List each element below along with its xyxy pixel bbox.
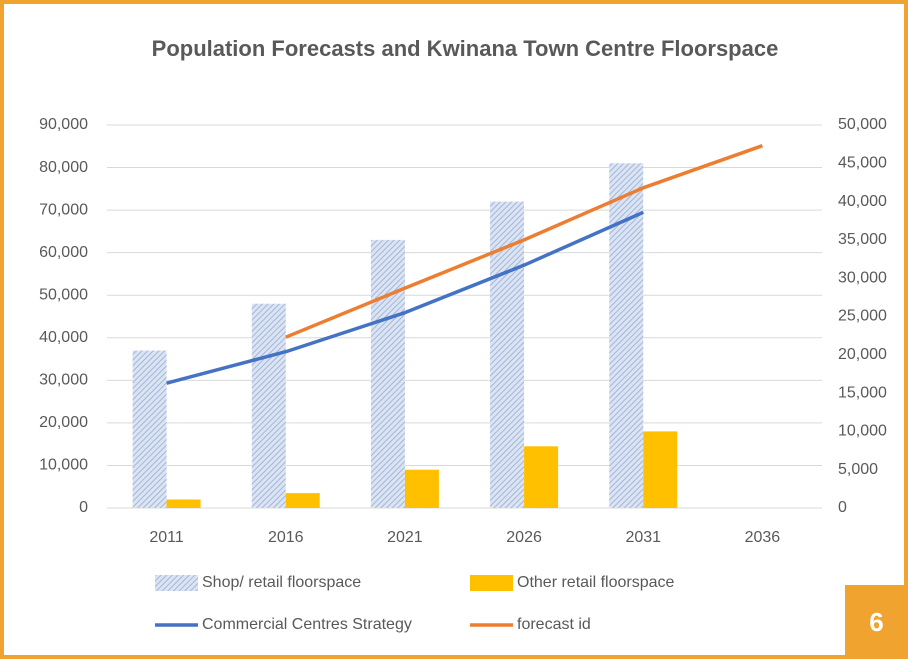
bar	[370, 239, 405, 508]
y2-tick-label: 20,000	[838, 346, 887, 363]
x-tick-label: 2016	[268, 529, 304, 546]
y-tick-label: 70,000	[39, 201, 88, 218]
legend-label: Other retail floorspace	[517, 574, 675, 591]
y2-tick-label: 10,000	[838, 423, 887, 440]
y-tick-label: 40,000	[39, 329, 88, 346]
y2-tick-label: 15,000	[838, 384, 887, 401]
x-tick-label: 2031	[625, 529, 661, 546]
line	[166, 210, 644, 385]
y2-tick-label: 30,000	[838, 269, 887, 286]
legend-label: Shop/ retail floorspace	[202, 574, 361, 591]
y-tick-label: 10,000	[39, 457, 88, 474]
line	[285, 144, 764, 339]
y-tick-label: 60,000	[39, 244, 88, 261]
bar	[251, 303, 286, 508]
y-tick-label: 90,000	[39, 116, 88, 133]
legend-swatch	[470, 575, 513, 591]
bar	[643, 431, 678, 508]
y2-tick-label: 40,000	[838, 193, 887, 210]
bar	[132, 350, 167, 508]
y-tick-label: 50,000	[39, 286, 88, 303]
y-tick-label: 80,000	[39, 159, 88, 176]
page-number: 6	[845, 585, 908, 659]
x-tick-label: 2011	[149, 529, 184, 546]
bar	[166, 499, 201, 508]
y-tick-label: 0	[79, 499, 88, 516]
y-tick-label: 30,000	[39, 372, 88, 389]
y2-tick-label: 0	[838, 499, 847, 516]
y2-tick-label: 50,000	[838, 116, 887, 133]
x-tick-label: 2036	[745, 529, 781, 546]
legend-swatch	[155, 575, 198, 591]
y2-tick-label: 5,000	[838, 461, 878, 478]
legend-label: Commercial Centres Strategy	[202, 616, 412, 633]
y-tick-label: 20,000	[39, 414, 88, 431]
x-tick-label: 2021	[387, 529, 423, 546]
x-tick-label: 2026	[506, 529, 542, 546]
y2-tick-label: 35,000	[838, 231, 887, 248]
chart-title: Population Forecasts and Kwinana Town Ce…	[151, 36, 779, 61]
bar	[285, 493, 320, 508]
y2-tick-label: 45,000	[838, 155, 887, 172]
bar	[404, 469, 439, 508]
legend-label: forecast id	[517, 616, 591, 633]
bar	[524, 446, 559, 508]
y2-tick-label: 25,000	[838, 308, 887, 325]
